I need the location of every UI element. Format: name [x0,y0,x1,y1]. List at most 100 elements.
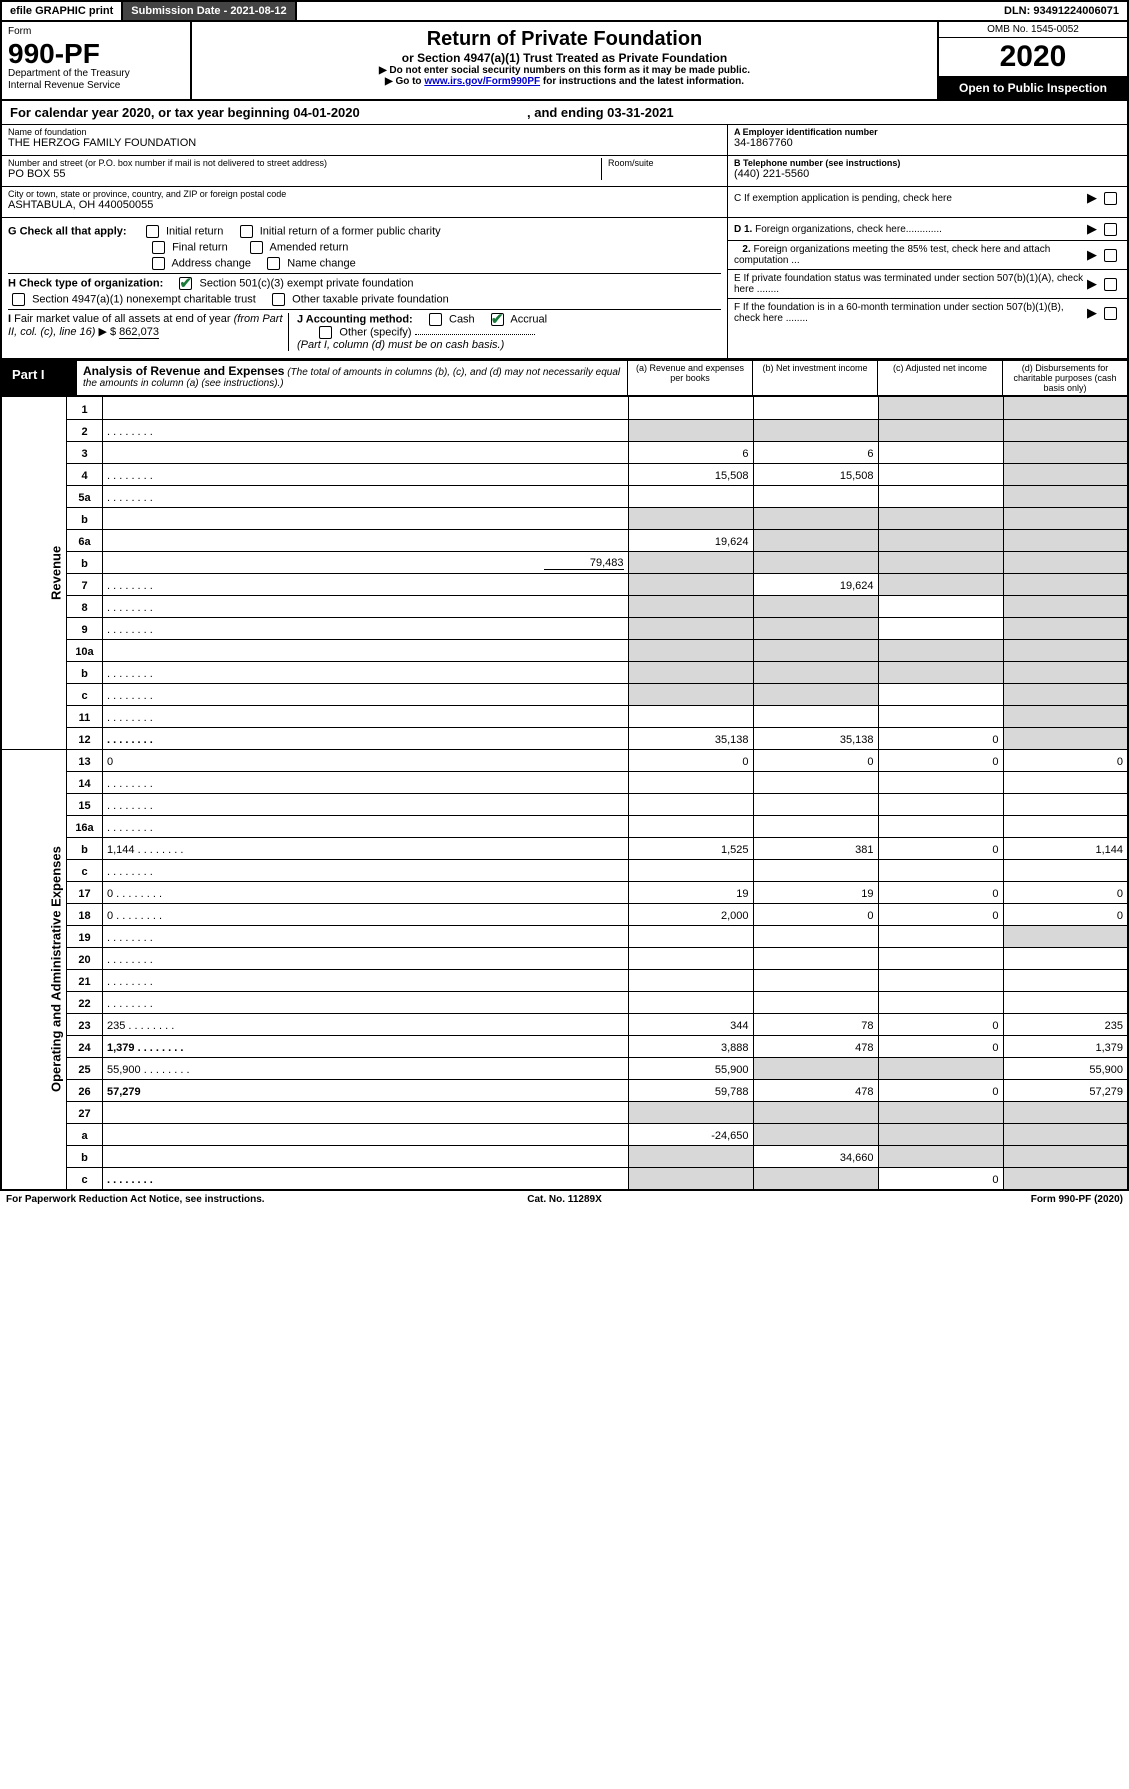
amount-cell: 0 [1003,903,1128,925]
form-ref: Form 990-PF (2020) [751,1194,1123,1205]
amount-cell [878,573,1003,595]
amount-cell: 19,624 [753,573,878,595]
amount-cell [628,1145,753,1167]
line-number: 15 [67,793,103,815]
amount-cell: 0 [628,749,753,771]
amount-cell [1003,947,1128,969]
part1-title: Analysis of Revenue and Expenses [83,364,284,378]
line-number: 23 [67,1013,103,1035]
amount-cell [878,771,1003,793]
line-description: . . . . . . . . [103,661,629,683]
j-label: J Accounting method: [297,313,413,325]
line-number: 12 [67,727,103,749]
amount-cell [628,925,753,947]
amount-cell [878,595,1003,617]
amount-cell [878,1123,1003,1145]
amount-cell [753,1167,878,1189]
arrow-icon: ▶ [1087,247,1097,263]
line-number: b [67,1145,103,1167]
amount-cell: 57,279 [1003,1079,1128,1101]
60month-checkbox[interactable] [1104,307,1117,320]
amount-cell [878,639,1003,661]
table-row: 15 . . . . . . . . [1,793,1128,815]
line-description: . . . . . . . . [103,573,629,595]
other-taxable-checkbox[interactable] [272,293,285,306]
table-row: 4 . . . . . . . .15,50815,508 [1,463,1128,485]
omb-number: OMB No. 1545-0052 [939,22,1127,38]
amount-cell: 55,900 [628,1057,753,1079]
amount-cell: 34,660 [753,1145,878,1167]
line-description: . . . . . . . . [103,419,629,441]
accrual-checkbox[interactable] [491,313,504,326]
amount-cell: 381 [753,837,878,859]
amount-cell [878,617,1003,639]
amount-cell [878,551,1003,573]
amount-cell [878,991,1003,1013]
amount-cell [753,617,878,639]
foundation-name: THE HERZOG FAMILY FOUNDATION [8,137,721,149]
amount-cell [1003,529,1128,551]
name-change-checkbox[interactable] [267,257,280,270]
terminated-checkbox[interactable] [1104,278,1117,291]
table-row: a-24,650 [1,1123,1128,1145]
amount-cell [628,793,753,815]
amount-cell [753,1101,878,1123]
amount-cell: 478 [753,1079,878,1101]
amended-return-checkbox[interactable] [250,241,263,254]
amount-cell [753,705,878,727]
line-description [103,441,629,463]
amount-cell [1003,1167,1128,1189]
line-number: 8 [67,595,103,617]
line-description: . . . . . . . . [103,771,629,793]
4947a1-checkbox[interactable] [12,293,25,306]
line-number: 11 [67,705,103,727]
foreign-85-checkbox[interactable] [1104,249,1117,262]
table-row: 170 . . . . . . . .191900 [1,881,1128,903]
initial-return-former-checkbox[interactable] [240,225,253,238]
instructions-link[interactable]: www.irs.gov/Form990PF [424,76,540,87]
foreign-org-checkbox[interactable] [1104,223,1117,236]
line-description: . . . . . . . . [103,925,629,947]
line-number: c [67,683,103,705]
501c3-checkbox[interactable] [179,277,192,290]
line-description: 55,900 . . . . . . . . [103,1057,629,1079]
amount-cell [628,991,753,1013]
amount-cell [878,1101,1003,1123]
line-description: . . . . . . . . [103,1167,629,1189]
address-change-checkbox[interactable] [152,257,165,270]
amount-cell [628,969,753,991]
efile-print-button[interactable]: efile GRAPHIC print [2,2,123,20]
amount-cell [753,991,878,1013]
line-description [103,529,629,551]
amount-cell: 19 [753,881,878,903]
amount-cell: 19 [628,881,753,903]
form-header: Form 990-PF Department of the Treasury I… [0,22,1129,101]
initial-return-checkbox[interactable] [146,225,159,238]
amount-cell [753,947,878,969]
amount-cell [753,639,878,661]
amount-cell [1003,683,1128,705]
amount-cell: 478 [753,1035,878,1057]
amount-cell: 0 [878,837,1003,859]
cash-checkbox[interactable] [429,313,442,326]
table-row: 9 . . . . . . . . [1,617,1128,639]
line-description: 1,144 . . . . . . . . [103,837,629,859]
form-subtitle: or Section 4947(a)(1) Trust Treated as P… [202,51,927,65]
amount-cell [753,397,878,419]
amount-cell: 55,900 [1003,1057,1128,1079]
g-label: G Check all that apply: [8,225,127,237]
amount-cell [753,925,878,947]
amount-cell [628,947,753,969]
entity-block: Name of foundation THE HERZOG FAMILY FOU… [0,125,1129,218]
other-method-checkbox[interactable] [319,326,332,339]
amount-cell [1003,441,1128,463]
line-number: 16a [67,815,103,837]
table-row: 2657,27959,788478057,279 [1,1079,1128,1101]
final-return-checkbox[interactable] [152,241,165,254]
amount-cell [753,419,878,441]
address: PO BOX 55 [8,168,601,180]
line-number: 14 [67,771,103,793]
amount-cell: 3,888 [628,1035,753,1057]
cat-no: Cat. No. 11289X [378,1194,750,1205]
exemption-pending-checkbox[interactable] [1104,192,1117,205]
